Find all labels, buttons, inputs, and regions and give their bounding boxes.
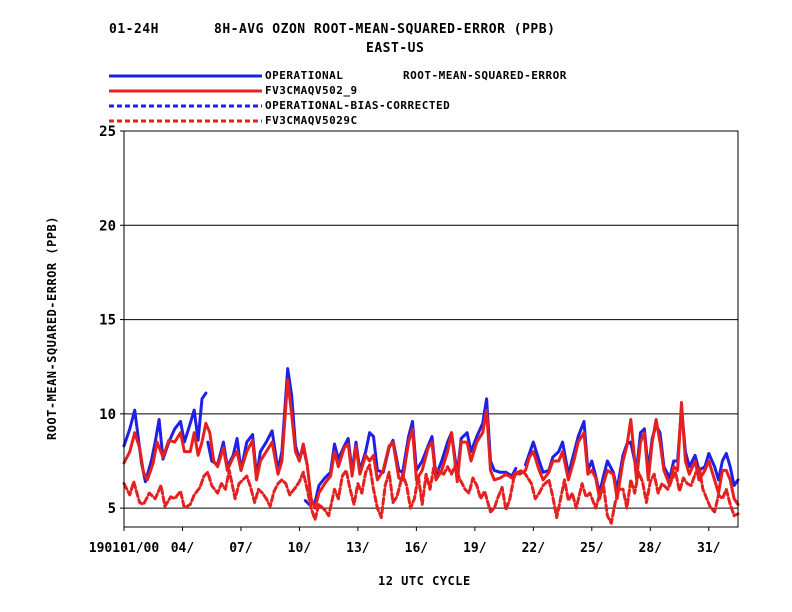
y-tick-label: 15 [99, 313, 116, 329]
x-tick-label: 22/ [522, 541, 546, 556]
y-ticks: 5 10 15 20 25 [99, 124, 124, 517]
legend-metric-label: ROOT-MEAN-SQUARED-ERROR [403, 69, 567, 82]
y-tick-label: 10 [99, 407, 116, 423]
region-label: EAST-US [366, 41, 425, 56]
legend-label-fv3cmaq: FV3CMAQV502_9 [265, 84, 358, 97]
y-tick-label: 20 [99, 218, 116, 234]
x-ticks: 190101/00 04/07/10/13/16/19/22/25/28/31/ [89, 527, 721, 556]
series-line-3-seg-0 [122, 463, 740, 525]
x-axis-label: 12 UTC CYCLE [378, 574, 471, 588]
series-lines [122, 367, 740, 525]
x-tick-label: 07/ [229, 541, 253, 556]
series-line-0-seg-2 [303, 397, 518, 506]
y-tick-label: 5 [108, 501, 116, 517]
y-tick-label: 25 [99, 124, 116, 140]
chart-title: 8H-AVG OZON ROOT-MEAN-SQUARED-ERROR (PPB… [214, 22, 556, 37]
legend-lines [109, 74, 262, 123]
x-tick-label: 04/ [171, 541, 195, 556]
x-tick-label: 16/ [405, 541, 429, 556]
legend-label-operational: OPERATIONAL [265, 69, 344, 82]
x-tick-label: 25/ [580, 541, 604, 556]
period-label: 01-24H [109, 22, 159, 37]
x-tick-label: 28/ [639, 541, 663, 556]
x-tick-label: 10/ [288, 541, 312, 556]
x-tick-label: 190101/00 [89, 541, 160, 556]
legend-label-operational-bc: OPERATIONAL-BIAS-CORRECTED [265, 99, 451, 112]
x-tick-label: 31/ [697, 541, 721, 556]
plot-frame [123, 130, 739, 528]
series-line-1-seg-0 [122, 378, 740, 510]
legend-label-fv3cmaq-bc: FV3CMAQV5029C [265, 114, 358, 127]
x-tick-label: 19/ [463, 541, 487, 556]
x-tick-label: 13/ [346, 541, 370, 556]
gridlines [124, 224, 738, 509]
